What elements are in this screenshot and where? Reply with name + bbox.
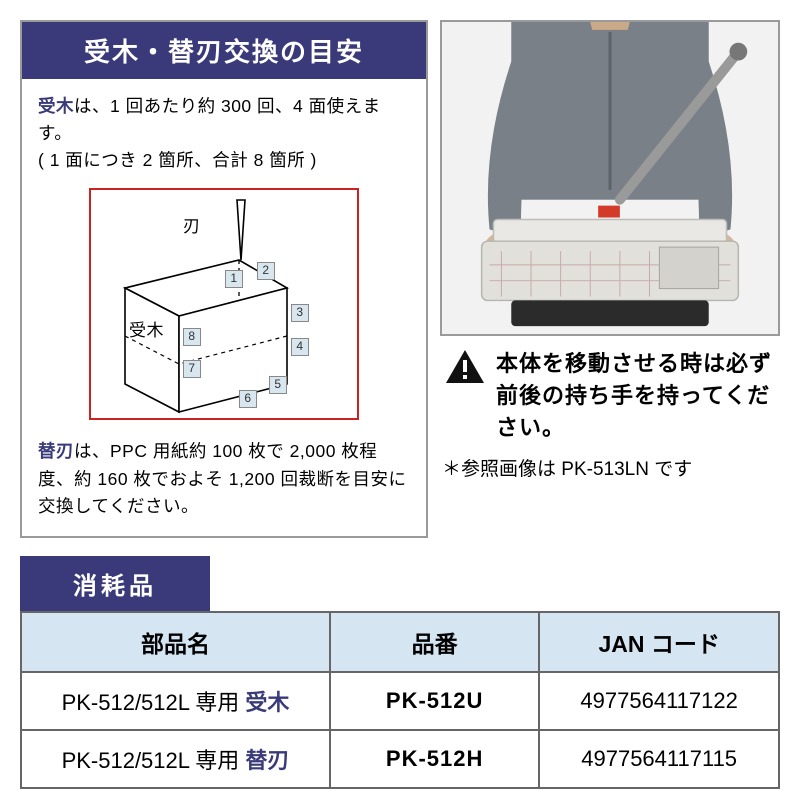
ukegi-diagram-label: 受木 — [129, 318, 164, 344]
product-photo — [440, 20, 780, 336]
ukegi-diagram — [89, 188, 359, 420]
consumables-table: 部品名 品番 JAN コード PK-512/512L 専用 受木 PK-512U… — [20, 611, 780, 789]
col-partname: 部品名 — [21, 612, 330, 672]
warning-row: 本体を移動させる時は必ず前後の持ち手を持ってください。 — [440, 348, 780, 444]
jan-cell: 4977564117122 — [539, 672, 779, 730]
warning-text: 本体を移動させる時は必ず前後の持ち手を持ってください。 — [496, 348, 776, 444]
diagram-box: 刃 受木 1 2 3 4 5 6 7 8 — [89, 188, 359, 420]
col-jan: JAN コード — [539, 612, 779, 672]
partno-cell: PK-512H — [330, 730, 539, 788]
ukegi-keyword: 受木 — [38, 96, 74, 116]
blade-label: 刃 — [183, 214, 201, 240]
table-row: PK-512/512L 専用 受木 PK-512U 4977564117122 — [21, 672, 779, 730]
partno-cell: PK-512U — [330, 672, 539, 730]
partname-prefix: PK-512/512L 専用 — [62, 748, 246, 773]
warning-icon — [444, 348, 486, 386]
panel-body: 受木は、1 回あたり約 300 回、4 面使えます。 ( 1 面につき 2 箇所… — [22, 79, 426, 536]
kaeba-usage-line: 替刃は、PPC 用紙約 100 枚で 2,000 枚程度、約 160 枚でおよそ… — [38, 438, 410, 519]
ukegi-usage-line: 受木は、1 回あたり約 300 回、4 面使えます。 — [38, 93, 410, 147]
product-photo-illustration — [442, 22, 778, 334]
consumables-header: 消耗品 — [20, 556, 210, 611]
kaeba-usage-text: は、PPC 用紙約 100 枚で 2,000 枚程度、約 160 枚でおよそ 1… — [38, 441, 406, 515]
kaeba-keyword: 替刃 — [38, 441, 74, 461]
num-8: 8 — [183, 328, 201, 346]
num-3: 3 — [291, 304, 309, 322]
partname-keyword: 替刃 — [245, 748, 289, 773]
partname-cell: PK-512/512L 専用 替刃 — [21, 730, 330, 788]
reference-note: ＊参照画像は PK-513LN です — [440, 454, 780, 481]
partname-keyword: 受木 — [245, 690, 289, 715]
num-1: 1 — [225, 270, 243, 288]
partname-cell: PK-512/512L 専用 受木 — [21, 672, 330, 730]
num-6: 6 — [239, 390, 257, 408]
panel-title: 受木・替刃交換の目安 — [22, 22, 426, 79]
table-row: PK-512/512L 専用 替刃 PK-512H 4977564117115 — [21, 730, 779, 788]
ukegi-usage-text: は、1 回あたり約 300 回、4 面使えます。 — [38, 96, 381, 143]
col-partno: 品番 — [330, 612, 539, 672]
diagram-wrap: 刃 受木 1 2 3 4 5 6 7 8 — [38, 188, 410, 420]
num-2: 2 — [257, 262, 275, 280]
num-5: 5 — [269, 376, 287, 394]
jan-cell: 4977564117115 — [539, 730, 779, 788]
ukegi-usage-line2: ( 1 面につき 2 箇所、合計 8 箇所 ) — [38, 147, 410, 174]
top-section: 受木・替刃交換の目安 受木は、1 回あたり約 300 回、4 面使えます。 ( … — [20, 20, 780, 538]
replacement-guide-panel: 受木・替刃交換の目安 受木は、1 回あたり約 300 回、4 面使えます。 ( … — [20, 20, 428, 538]
table-header-row: 部品名 品番 JAN コード — [21, 612, 779, 672]
partname-prefix: PK-512/512L 専用 — [62, 690, 246, 715]
num-7: 7 — [183, 360, 201, 378]
num-4: 4 — [291, 338, 309, 356]
product-photo-panel: 本体を移動させる時は必ず前後の持ち手を持ってください。 ＊参照画像は PK-51… — [440, 20, 780, 538]
